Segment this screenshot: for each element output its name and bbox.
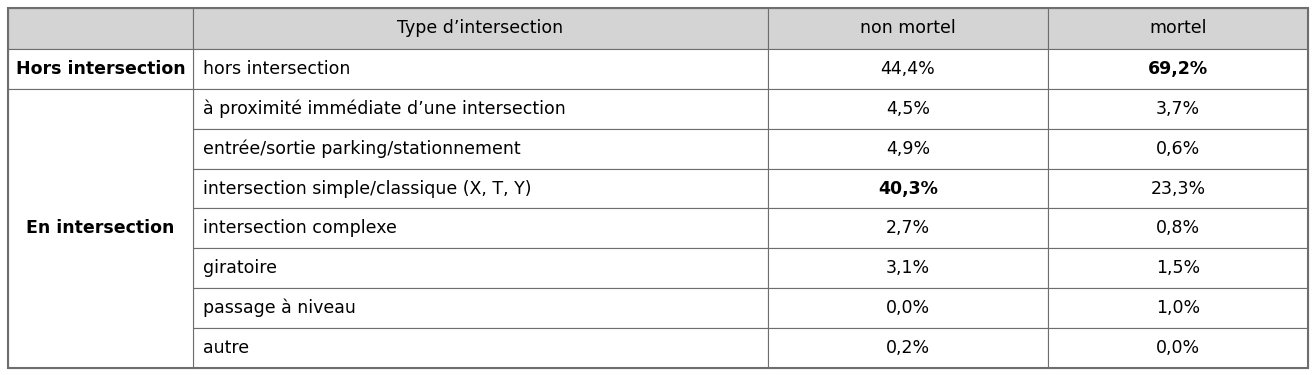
Text: mortel: mortel [1149,20,1207,38]
Bar [193,328,768,368]
Text: 0,0%: 0,0% [1156,339,1201,357]
Bar [193,169,768,208]
Bar [768,248,1048,288]
Bar [1048,49,1308,89]
Bar [1048,328,1308,368]
Text: 0,2%: 0,2% [886,339,930,357]
Text: 3,7%: 3,7% [1156,100,1201,118]
Text: intersection complexe: intersection complexe [203,219,397,237]
Text: 23,3%: 23,3% [1151,180,1206,198]
Bar [768,328,1048,368]
Text: 0,0%: 0,0% [886,299,930,317]
Text: En intersection: En intersection [26,219,175,237]
Text: 40,3%: 40,3% [878,180,938,198]
Text: non mortel: non mortel [860,20,956,38]
Text: à proximité immédiate d’une intersection: à proximité immédiate d’une intersection [203,99,565,118]
Bar [768,169,1048,208]
Bar [1048,129,1308,169]
Bar [1048,209,1308,248]
Bar [1048,8,1308,49]
Text: 1,0%: 1,0% [1156,299,1201,317]
Bar [193,8,768,49]
Bar [193,49,768,89]
Text: Type d’intersection: Type d’intersection [397,20,564,38]
Bar [193,129,768,169]
Text: 69,2%: 69,2% [1148,60,1208,78]
Bar [8,89,193,368]
Bar [193,248,768,288]
Bar [768,89,1048,129]
Text: giratoire: giratoire [203,259,277,277]
Text: 3,1%: 3,1% [886,259,930,277]
Bar [1048,169,1308,208]
Bar [768,288,1048,328]
Text: 44,4%: 44,4% [881,60,935,78]
Bar [768,8,1048,49]
Text: Hors intersection: Hors intersection [16,60,185,78]
Text: 0,8%: 0,8% [1156,219,1201,237]
Bar [193,209,768,248]
Text: 1,5%: 1,5% [1156,259,1201,277]
Bar [1048,288,1308,328]
Bar [768,49,1048,89]
Text: entrée/sortie parking/stationnement: entrée/sortie parking/stationnement [203,140,521,158]
Bar [8,49,193,89]
Bar [768,129,1048,169]
Bar [193,89,768,129]
Text: 4,5%: 4,5% [886,100,930,118]
Bar [8,8,193,49]
Text: passage à niveau: passage à niveau [203,299,356,317]
Text: hors intersection: hors intersection [203,60,350,78]
Bar [193,288,768,328]
Text: autre: autre [203,339,249,357]
Text: 2,7%: 2,7% [886,219,930,237]
Text: intersection simple/classique (X, T, Y): intersection simple/classique (X, T, Y) [203,180,531,198]
Text: 0,6%: 0,6% [1156,140,1201,158]
Bar [1048,248,1308,288]
Bar [1048,89,1308,129]
Bar [768,209,1048,248]
Text: 4,9%: 4,9% [886,140,930,158]
